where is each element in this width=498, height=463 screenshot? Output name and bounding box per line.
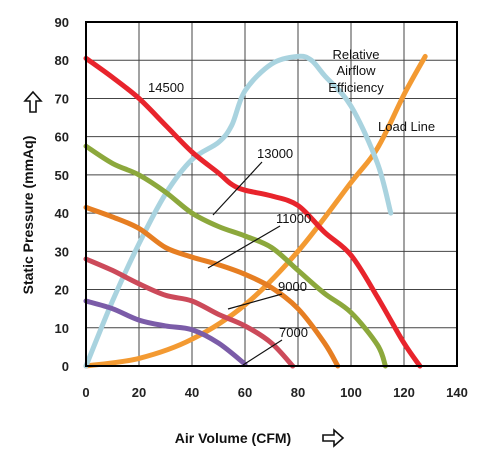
x-axis-title: Air Volume (CFM) — [175, 430, 291, 446]
series-line-9000 — [83, 256, 296, 369]
leader-7000 — [242, 339, 283, 366]
curve-label-14500: 14500 — [148, 80, 184, 95]
load-line-label: Load Line — [378, 119, 435, 134]
y-tick-label: 70 — [55, 91, 69, 106]
curve-label-7000: 7000 — [279, 325, 308, 340]
y-tick-label: 80 — [55, 53, 69, 68]
efficiency-label-line2: Airflow — [336, 63, 376, 78]
series-line-14500 — [83, 55, 423, 369]
y-tick-label: 40 — [55, 206, 69, 221]
y-tick-label: 0 — [62, 359, 69, 374]
leader-9000 — [227, 293, 283, 310]
curve-label-11000: 11000 — [276, 211, 311, 226]
y-tick-label: 10 — [55, 321, 69, 336]
y-tick-label: 20 — [55, 283, 69, 298]
curve-label-13000: 13000 — [257, 146, 293, 161]
series-line-11000 — [83, 204, 341, 369]
series-line-13000 — [83, 143, 388, 369]
plot-frame — [85, 21, 458, 367]
series-line-7000 — [83, 298, 248, 367]
y-axis-title: Static Pressure (mmAq) — [20, 136, 36, 295]
y-axis-title-group: Static Pressure (mmAq) — [20, 90, 43, 295]
x-tick-label: 80 — [291, 385, 305, 400]
y-tick-label: 60 — [55, 130, 69, 145]
x-tick-label: 120 — [393, 385, 415, 400]
x-tick-label: 20 — [132, 385, 146, 400]
x-axis-title-group: Air Volume (CFM) — [175, 428, 345, 448]
series-group — [83, 53, 428, 369]
leader-11000 — [207, 225, 281, 269]
x-tick-label: 100 — [340, 385, 362, 400]
efficiency-label-line3: Efficiency — [328, 80, 384, 95]
x-tick-label: 0 — [82, 385, 89, 400]
annotation-leaders — [207, 161, 283, 366]
x-tick-label: 40 — [185, 385, 199, 400]
x-tick-label: 140 — [446, 385, 468, 400]
series-line-load-line — [83, 53, 428, 369]
x-axis-arrow-icon — [322, 428, 345, 448]
curve-label-9000: 9000 — [278, 279, 307, 294]
y-tick-label: 90 — [55, 15, 69, 30]
y-tick-label: 30 — [55, 244, 69, 259]
y-axis-arrow-icon — [23, 90, 43, 113]
x-tick-label: 60 — [238, 385, 252, 400]
leader-13000 — [212, 161, 263, 216]
tick-labels: 0 20 40 60 80 100 120 140 0 10 20 30 40 50 60 70 80 90 — [55, 15, 468, 400]
efficiency-label-line1: Relative — [333, 47, 380, 62]
y-tick-label: 50 — [55, 168, 69, 183]
annotations: 14500 13000 11000 9000 7000 Relative Air… — [148, 47, 435, 340]
